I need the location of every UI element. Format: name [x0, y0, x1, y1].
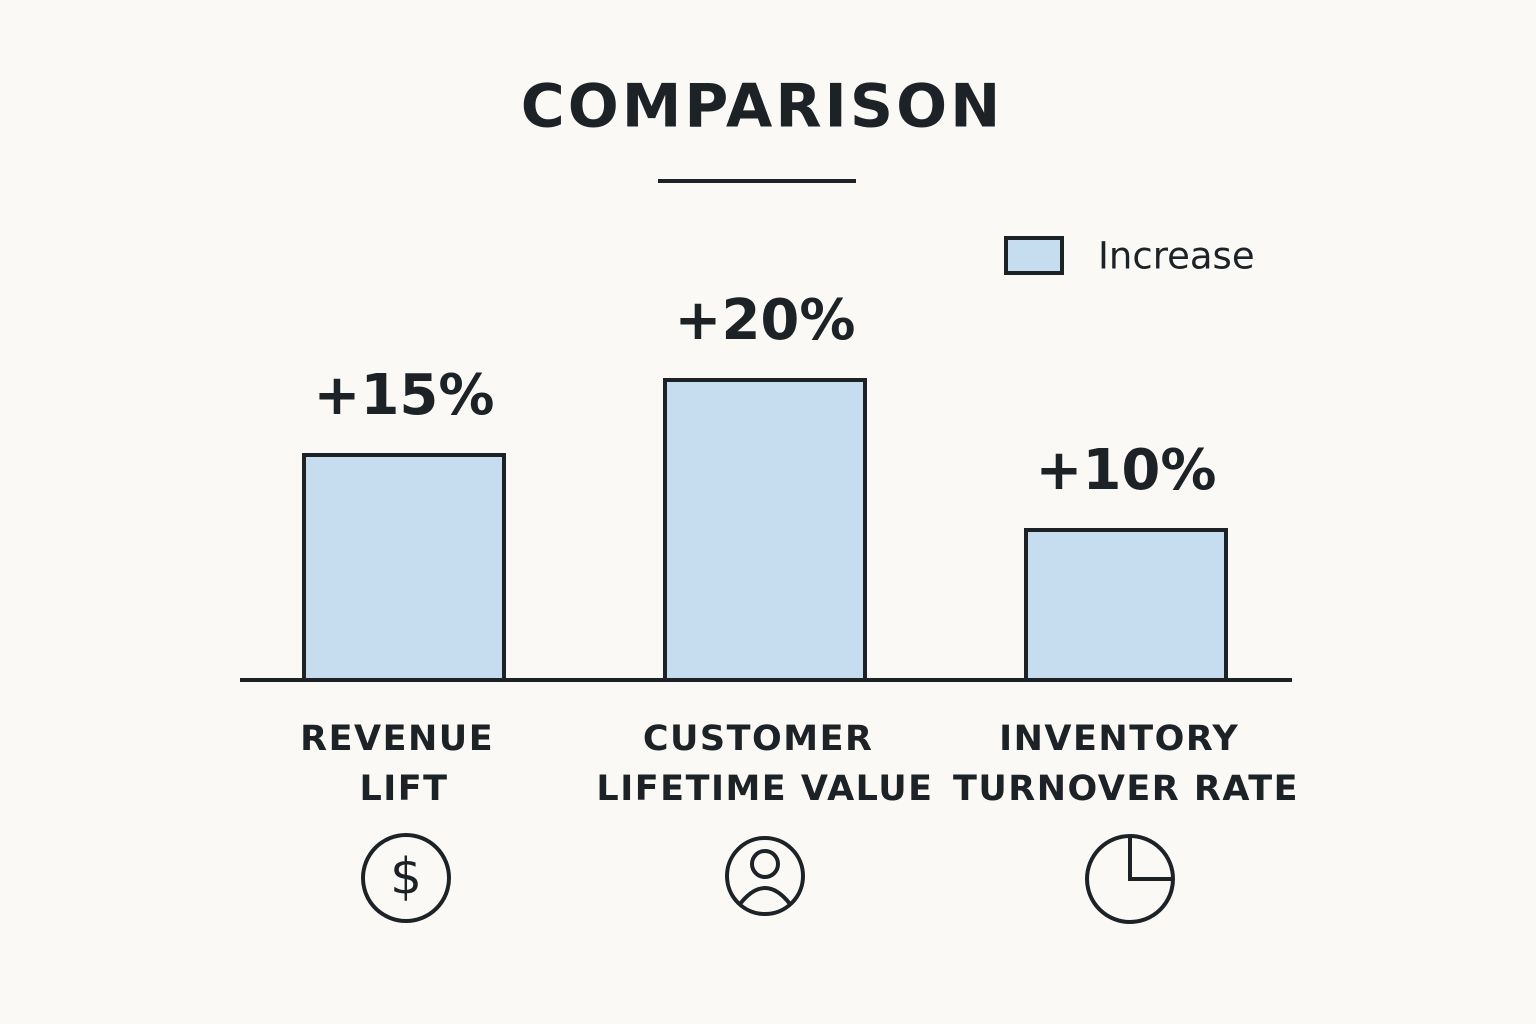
icons: $ [361, 833, 1175, 924]
value-label: +20% [675, 288, 856, 353]
pie-icon [1085, 834, 1175, 924]
bar [663, 378, 867, 682]
value-label: +15% [314, 363, 495, 428]
x-tick-label: CUSTOMER LIFETIME VALUE [596, 719, 933, 809]
x-tick-label: INVENTORY TURNOVER RATE [953, 719, 1299, 809]
x-tick-label: REVENUE LIFT [300, 719, 508, 809]
dollar-symbol: $ [390, 848, 422, 906]
bar [302, 453, 506, 682]
legend-label: Increase [1098, 235, 1255, 278]
chart-title: COMPARISON [521, 72, 1004, 142]
bar [1024, 528, 1228, 682]
value-label: +10% [1036, 438, 1217, 503]
legend-swatch [1004, 236, 1064, 275]
dollar-icon [361, 833, 451, 923]
person-icon [725, 836, 805, 916]
